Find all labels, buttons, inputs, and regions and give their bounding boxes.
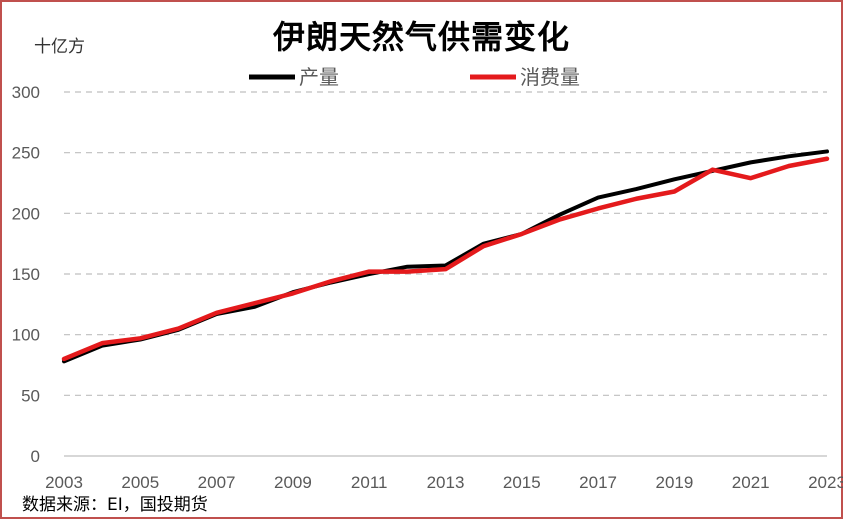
legend-label-1: 消费量 — [520, 65, 580, 89]
y-tick-label: 100 — [12, 326, 40, 345]
x-tick-label: 2021 — [732, 473, 770, 492]
y-tick-label: 150 — [12, 265, 40, 284]
source-note: 数据来源：EI，国投期货 — [22, 495, 208, 515]
x-tick-label: 2017 — [579, 473, 617, 492]
y-tick-label: 50 — [21, 386, 40, 405]
x-axis: 2003 2005 2007 2009 2011 2013 2015 2017 2019 2021… — [45, 455, 843, 492]
x-tick-label: 2007 — [198, 473, 236, 492]
x-tick-label: 2003 — [45, 473, 83, 492]
x-tick-label: 2023 — [808, 473, 843, 492]
legend-label-0: 产量 — [299, 65, 339, 89]
chart-title: 伊朗天然气供需变化 — [272, 18, 570, 56]
series-line-1 — [61, 156, 830, 362]
x-tick-label: 2019 — [655, 473, 693, 492]
x-tick-label: 2011 — [351, 473, 388, 492]
y-tick-label: 0 — [31, 447, 40, 466]
x-tick-label: 2009 — [274, 473, 312, 492]
x-tick-label: 2005 — [121, 473, 159, 492]
x-tick-label: 2015 — [503, 473, 541, 492]
legend: 产量 消费量 — [249, 65, 580, 89]
gridlines — [64, 91, 827, 396]
y-tick-label: 200 — [12, 204, 40, 223]
y-tick-label: 250 — [12, 144, 40, 163]
series-lines — [61, 149, 830, 364]
y-axis-unit-label: 十亿方 — [34, 37, 85, 57]
x-tick-label: 2013 — [427, 473, 465, 492]
y-tick-label: 300 — [12, 83, 40, 102]
y-axis: 0 50 100 150 200 250 300 — [12, 83, 40, 466]
